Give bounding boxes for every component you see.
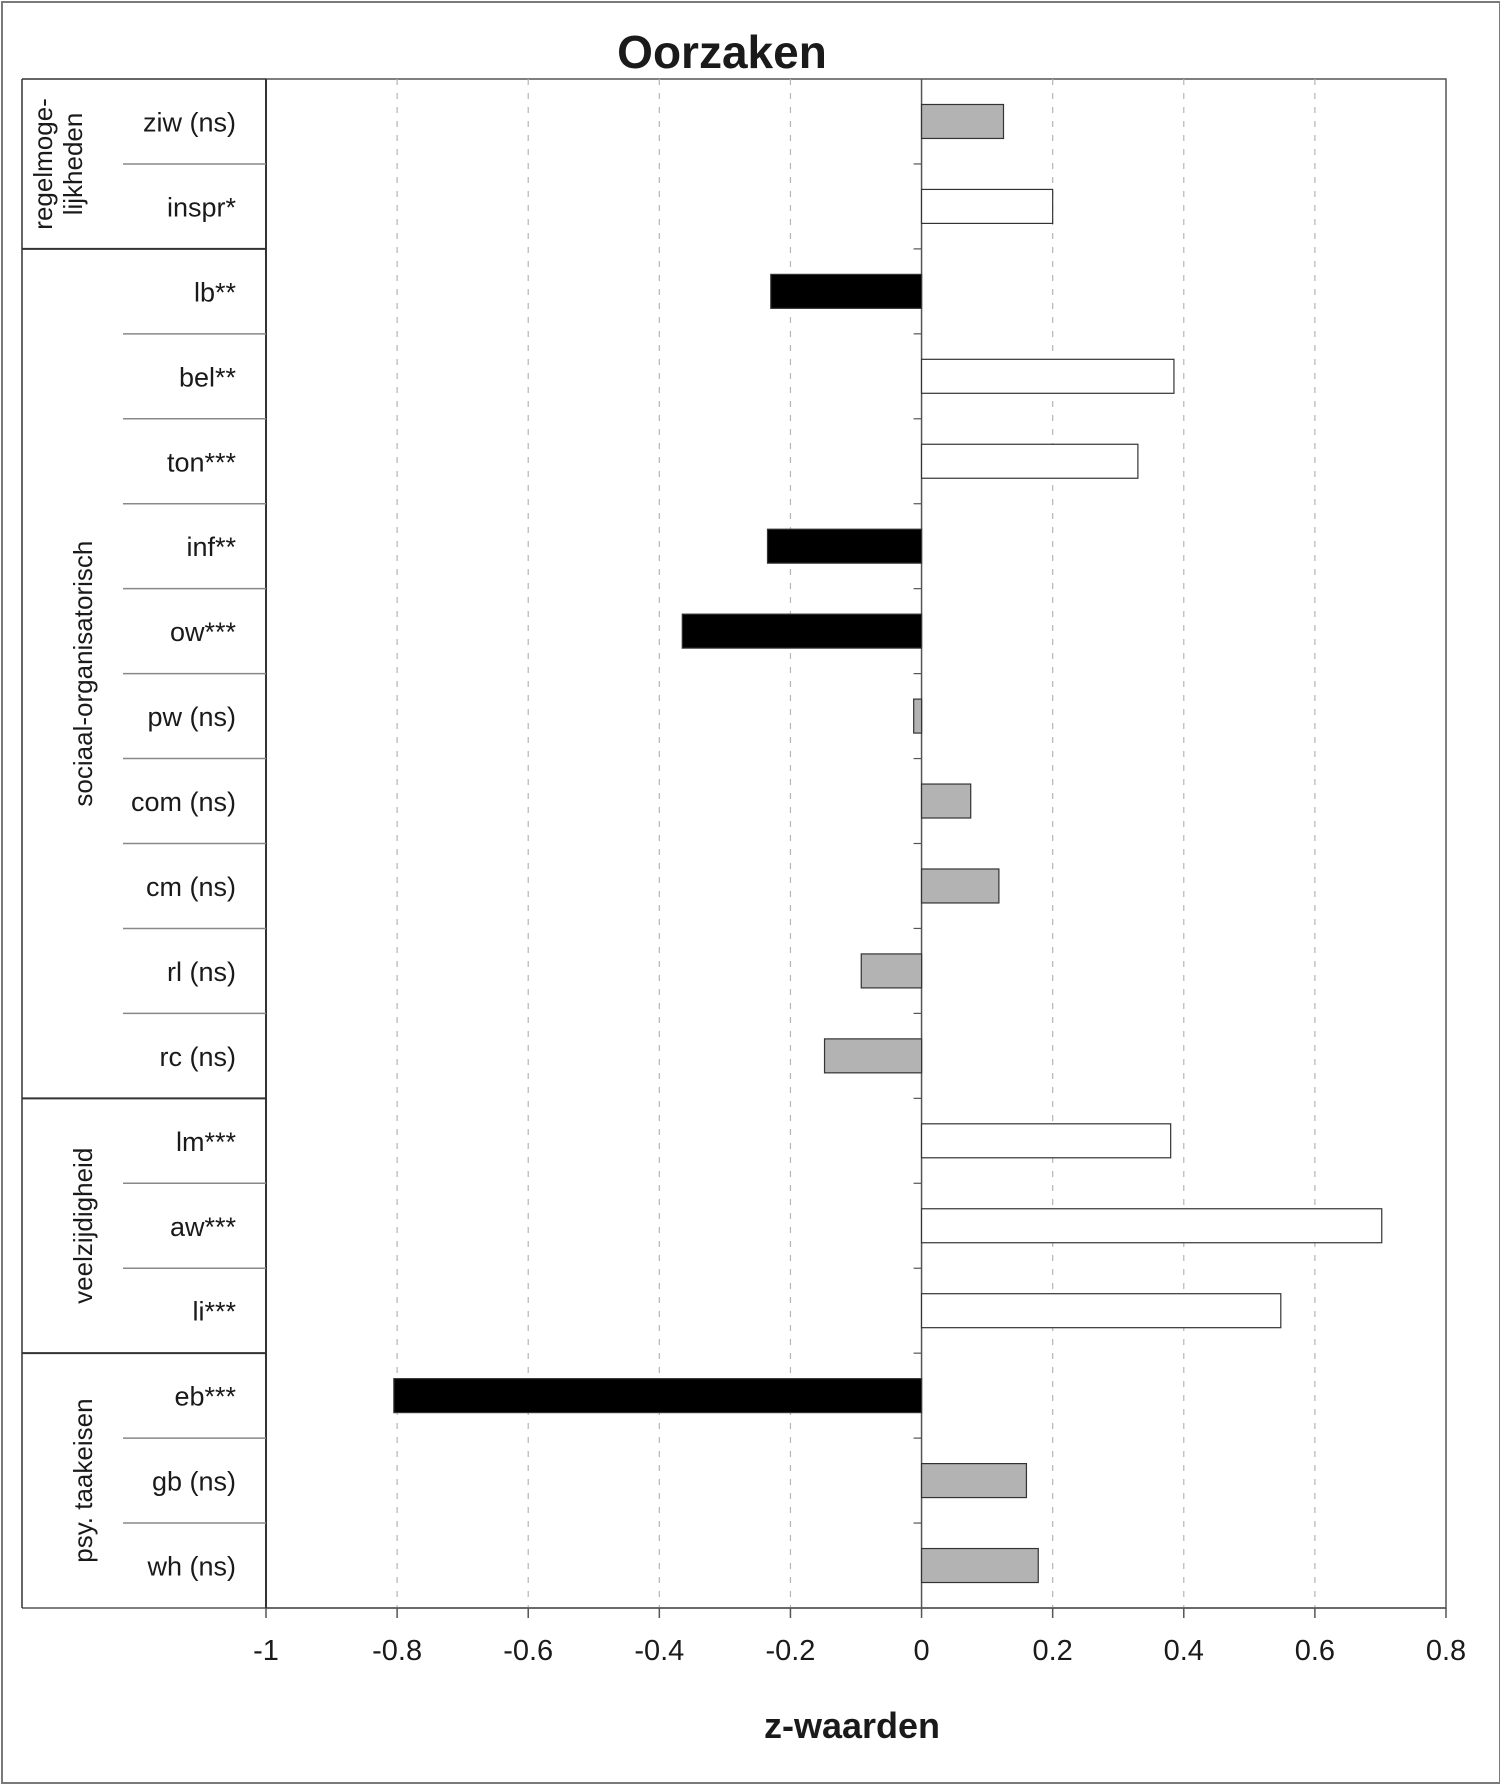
category-label: ton*** bbox=[167, 447, 237, 477]
category-label: li*** bbox=[192, 1297, 236, 1327]
category-label: ziw (ns) bbox=[143, 107, 236, 137]
x-tick-label: -0.4 bbox=[634, 1635, 684, 1667]
x-tick-label: -0.2 bbox=[765, 1635, 815, 1667]
bar bbox=[766, 528, 923, 564]
category-label: cm (ns) bbox=[146, 872, 236, 902]
bar bbox=[920, 188, 1054, 225]
category-label: aw*** bbox=[170, 1212, 237, 1242]
bar bbox=[920, 783, 972, 819]
category-label: ow*** bbox=[170, 617, 237, 647]
bar bbox=[860, 953, 923, 989]
category-label: rc (ns) bbox=[160, 1042, 237, 1072]
x-axis-label: z-waarden bbox=[764, 1705, 940, 1746]
group-label: sociaal-organisatorisch bbox=[68, 541, 98, 807]
group-label: psy. taakeisen bbox=[68, 1398, 98, 1562]
bar bbox=[920, 1208, 1383, 1244]
category-label: gb (ns) bbox=[152, 1467, 236, 1497]
category-label: eb*** bbox=[174, 1382, 236, 1412]
category-label: com (ns) bbox=[131, 787, 236, 817]
x-tick-label: 0.4 bbox=[1164, 1635, 1204, 1667]
bar bbox=[920, 103, 1005, 140]
bar bbox=[920, 443, 1139, 479]
group-label: lijkheden bbox=[58, 113, 88, 216]
bar bbox=[920, 868, 1000, 904]
x-tick-label: 0.8 bbox=[1426, 1635, 1466, 1667]
bar bbox=[920, 1123, 1172, 1159]
x-tick-label: -0.8 bbox=[372, 1635, 422, 1667]
x-tick-label: 0 bbox=[913, 1635, 929, 1667]
bar bbox=[393, 1378, 923, 1414]
category-label: inf** bbox=[186, 532, 236, 562]
x-tick-label: 0.2 bbox=[1033, 1635, 1073, 1667]
bar bbox=[920, 358, 1175, 394]
bar bbox=[920, 1547, 1039, 1584]
bar bbox=[913, 698, 923, 734]
category-label: inspr* bbox=[167, 192, 237, 222]
bar bbox=[681, 613, 923, 649]
x-tick-label: -1 bbox=[253, 1635, 279, 1667]
x-tick-label: -0.6 bbox=[503, 1635, 553, 1667]
bar bbox=[823, 1038, 923, 1074]
bar bbox=[920, 1293, 1282, 1329]
category-label: bel** bbox=[179, 362, 237, 392]
category-label: pw (ns) bbox=[147, 702, 236, 732]
category-label: wh (ns) bbox=[146, 1552, 236, 1582]
chart-title: Oorzaken bbox=[617, 26, 827, 78]
category-label: lb** bbox=[194, 277, 237, 307]
group-label: regelmoge- bbox=[28, 98, 58, 230]
bar bbox=[770, 273, 923, 309]
category-label: lm*** bbox=[176, 1127, 237, 1157]
bar bbox=[920, 1462, 1028, 1499]
group-label: veelzijdigheid bbox=[68, 1148, 98, 1304]
x-tick-label: 0.6 bbox=[1295, 1635, 1335, 1667]
category-label: rl (ns) bbox=[167, 957, 236, 987]
